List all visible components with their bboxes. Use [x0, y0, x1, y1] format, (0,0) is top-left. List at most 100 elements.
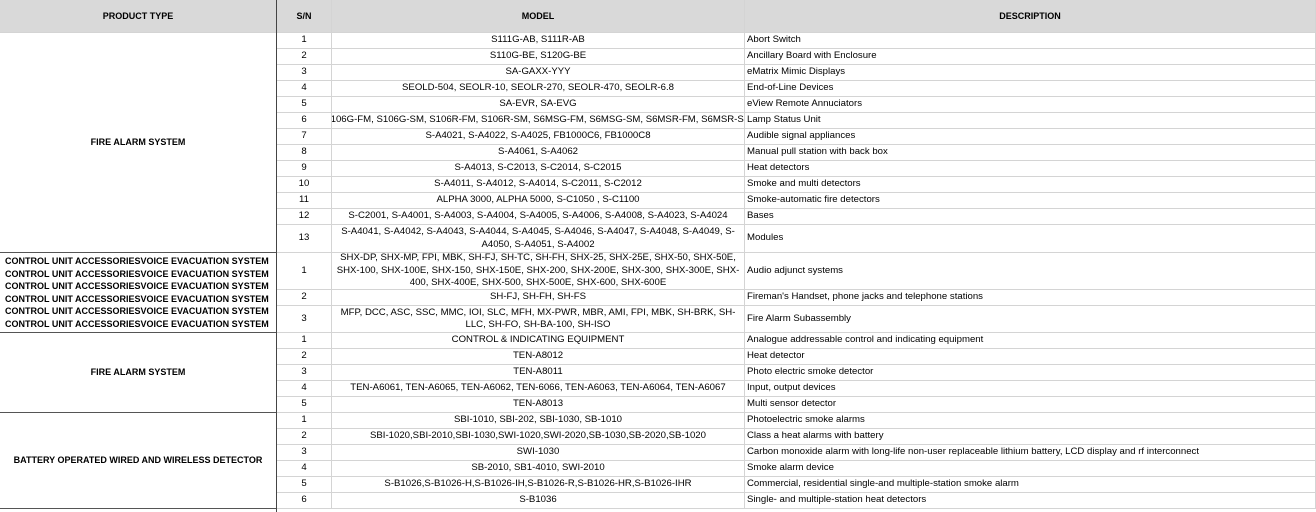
product-type-text: CONTROL UNIT ACCESSORIESVOICE EVACUATION… [5, 293, 269, 304]
description-cell: Bases [745, 209, 1316, 225]
sn-cell: 7 [277, 129, 332, 145]
sn-cell: 8 [277, 145, 332, 161]
model-cell: CONTROL & INDICATING EQUIPMENT [332, 333, 745, 349]
model-cell: SWI-1030 [332, 445, 745, 461]
description-cell: Fireman's Handset, phone jacks and telep… [745, 290, 1316, 306]
description-cell: eMatrix Mimic Displays [745, 65, 1316, 81]
model-cell: S110G-BE, S120G-BE [332, 49, 745, 65]
model-cell: S106G-FM, S106G-SM, S106R-FM, S106R-SM, … [332, 113, 745, 129]
model-cell: TEN-A6061, TEN-A6065, TEN-A6062, TEN-606… [332, 381, 745, 397]
sn-cell: 4 [277, 461, 332, 477]
description-cell: Carbon monoxide alarm with long-life non… [745, 445, 1316, 461]
model-cell: SBI-1020,SBI-2010,SBI-1030,SWI-1020,SWI-… [332, 429, 745, 445]
description-cell: Photoelectric smoke alarms [745, 413, 1316, 429]
model-cell: SA-EVR, SA-EVG [332, 97, 745, 113]
description-cell: Abort Switch [745, 33, 1316, 49]
column-divider [276, 0, 277, 512]
product-type-cell: CONTROL UNIT ACCESSORIESVOICE EVACUATION… [0, 253, 277, 333]
product-type-text: FIRE ALARM SYSTEM [90, 137, 186, 148]
description-cell: Smoke and multi detectors [745, 177, 1316, 193]
sn-cell: 12 [277, 209, 332, 225]
sn-cell: 3 [277, 365, 332, 381]
model-cell: S-A4021, S-A4022, S-A4025, FB1000C6, FB1… [332, 129, 745, 145]
description-cell: Smoke alarm device [745, 461, 1316, 477]
description-cell: Smoke-automatic fire detectors [745, 193, 1316, 209]
sn-cell: 2 [277, 429, 332, 445]
header-cell: S/N [277, 0, 332, 33]
header-cell: MODEL [332, 0, 745, 33]
model-cell: S-A4041, S-A4042, S-A4043, S-A4044, S-A4… [332, 225, 745, 253]
description-cell: Audio adjunct systems [745, 253, 1316, 290]
model-cell: S-C2001, S-A4001, S-A4003, S-A4004, S-A4… [332, 209, 745, 225]
product-type-cell: FIRE ALARM SYSTEM [0, 333, 277, 413]
description-cell: Input, output devices [745, 381, 1316, 397]
model-cell: SEOLD-504, SEOLR-10, SEOLR-270, SEOLR-47… [332, 81, 745, 97]
sn-cell: 9 [277, 161, 332, 177]
model-cell: S-B1026,S-B1026-H,S-B1026-IH,S-B1026-R,S… [332, 477, 745, 493]
sn-cell: 2 [277, 49, 332, 65]
model-cell: SHX-DP, SHX-MP, FPI, MBK, SH-FJ, SH-TC, … [332, 253, 745, 290]
sn-cell: 6 [277, 493, 332, 509]
model-cell: SH-FJ, SH-FH, SH-FS [332, 290, 745, 306]
product-type-text: CONTROL UNIT ACCESSORIESVOICE EVACUATION… [5, 256, 269, 266]
model-cell: ALPHA 3000, ALPHA 5000, S-C1050 , S-C110… [332, 193, 745, 209]
sn-cell: 1 [277, 333, 332, 349]
sn-cell: 3 [277, 306, 332, 333]
product-type-text: CONTROL UNIT ACCESSORIESVOICE EVACUATION… [5, 306, 269, 316]
description-cell: Manual pull station with back box [745, 145, 1316, 161]
description-cell: Modules [745, 225, 1316, 253]
product-type-text: CONTROL UNIT ACCESSORIESVOICE EVACUATION… [5, 281, 269, 291]
model-cell: SB-2010, SB1-4010, SWI-2010 [332, 461, 745, 477]
model-cell: TEN-A8013 [332, 397, 745, 413]
description-cell: Analogue addressable control and indicat… [745, 333, 1316, 349]
product-type-cell: BATTERY OPERATED WIRED AND WIRELESS DETE… [0, 413, 277, 509]
model-cell: SBI-1010, SBI-202, SBI-1030, SB-1010 [332, 413, 745, 429]
sn-cell: 5 [277, 397, 332, 413]
description-cell: Heat detectors [745, 161, 1316, 177]
description-cell: eView Remote Annuciators [745, 97, 1316, 113]
sn-cell: 5 [277, 477, 332, 493]
sn-cell: 5 [277, 97, 332, 113]
description-cell: End-of-Line Devices [745, 81, 1316, 97]
description-cell: Lamp Status Unit [745, 113, 1316, 129]
product-type-cell: FIRE ALARM SYSTEM [0, 33, 277, 253]
description-cell: Heat detector [745, 349, 1316, 365]
sn-cell: 11 [277, 193, 332, 209]
product-type-text: CONTROL UNIT ACCESSORIESVOICE EVACUATION… [5, 268, 269, 279]
sn-cell: 2 [277, 349, 332, 365]
description-cell: Multi sensor detector [745, 397, 1316, 413]
product-type-text: CONTROL UNIT ACCESSORIESVOICE EVACUATION… [5, 318, 269, 329]
sn-cell: 6 [277, 113, 332, 129]
sn-cell: 1 [277, 253, 332, 290]
model-cell: S-A4061, S-A4062 [332, 145, 745, 161]
description-cell: Class a heat alarms with battery [745, 429, 1316, 445]
sn-cell: 4 [277, 381, 332, 397]
description-cell: Ancillary Board with Enclosure [745, 49, 1316, 65]
sn-cell: 13 [277, 225, 332, 253]
model-cell: MFP, DCC, ASC, SSC, MMC, IOI, SLC, MFH, … [332, 306, 745, 333]
model-cell: S111G-AB, S111R-AB [332, 33, 745, 49]
model-cell: S-A4013, S-C2013, S-C2014, S-C2015 [332, 161, 745, 177]
header-cell: PRODUCT TYPE [0, 0, 277, 33]
description-cell: Commercial, residential single-and multi… [745, 477, 1316, 493]
description-cell: Photo electric smoke detector [745, 365, 1316, 381]
model-cell: TEN-A8012 [332, 349, 745, 365]
sn-cell: 3 [277, 445, 332, 461]
model-cell: S-A4011, S-A4012, S-A4014, S-C2011, S-C2… [332, 177, 745, 193]
sn-cell: 2 [277, 290, 332, 306]
model-cell: TEN-A8011 [332, 365, 745, 381]
product-type-text: FIRE ALARM SYSTEM [90, 367, 186, 378]
description-cell: Fire Alarm Subassembly [745, 306, 1316, 333]
header-cell: DESCRIPTION [745, 0, 1316, 33]
description-cell: Single- and multiple-station heat detect… [745, 493, 1316, 509]
sn-cell: 3 [277, 65, 332, 81]
model-cell: S-B1036 [332, 493, 745, 509]
sn-cell: 10 [277, 177, 332, 193]
sn-cell: 1 [277, 33, 332, 49]
model-cell: SA-GAXX-YYY [332, 65, 745, 81]
sn-cell: 4 [277, 81, 332, 97]
sn-cell: 1 [277, 413, 332, 429]
product-type-text: BATTERY OPERATED WIRED AND WIRELESS DETE… [13, 455, 263, 466]
description-cell: Audible signal appliances [745, 129, 1316, 145]
